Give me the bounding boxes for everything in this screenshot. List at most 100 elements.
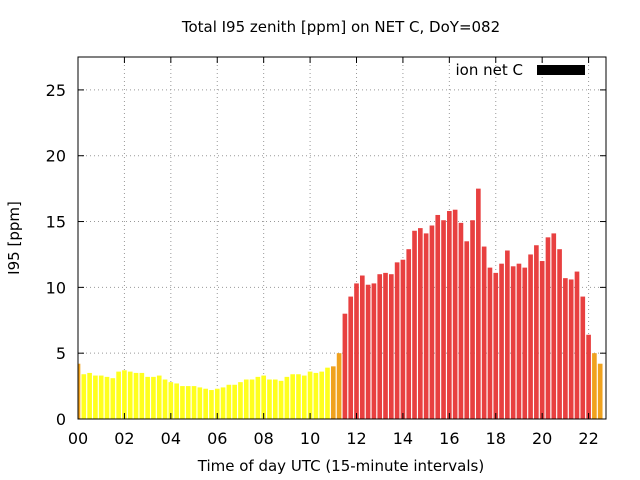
- bar: [168, 382, 174, 419]
- bar: [545, 237, 551, 419]
- bar: [319, 371, 325, 419]
- x-tick-label: 08: [253, 429, 273, 448]
- bar: [359, 275, 365, 419]
- bar: [209, 390, 214, 419]
- bar: [191, 386, 197, 419]
- bars: [78, 188, 603, 419]
- bar: [336, 353, 342, 419]
- bar: [238, 382, 243, 419]
- y-tick-label: 5: [56, 344, 66, 363]
- bar: [93, 375, 98, 419]
- x-axis: 00 02 04 06 08 10 12 14 16 18 20 22: [68, 57, 599, 448]
- bar: [580, 296, 586, 419]
- bar: [156, 375, 162, 419]
- bar: [348, 296, 354, 419]
- bar: [447, 211, 452, 419]
- bar: [394, 262, 400, 419]
- bar: [574, 271, 580, 419]
- bar: [151, 376, 156, 419]
- bar: [127, 371, 133, 419]
- bar: [255, 376, 261, 419]
- plot-frame: [77, 56, 607, 420]
- bar: [435, 214, 441, 419]
- bar: [232, 384, 237, 419]
- bar: [81, 374, 87, 419]
- bar: [290, 374, 296, 419]
- bar: [325, 367, 330, 419]
- bar: [226, 384, 232, 419]
- legend: ion net C: [456, 61, 585, 79]
- x-tick-label: 02: [114, 429, 134, 448]
- bar: [145, 376, 150, 419]
- x-tick-label: 06: [207, 429, 227, 448]
- bar: [586, 334, 591, 419]
- bar: [423, 233, 429, 419]
- bar: [522, 267, 528, 419]
- x-tick-label: 18: [486, 429, 506, 448]
- bar: [278, 380, 284, 419]
- bar: [516, 263, 522, 419]
- x-tick-label: 10: [300, 429, 320, 448]
- bar: [476, 188, 481, 419]
- x-axis-label: Time of day UTC (15-minute intervals): [197, 457, 484, 475]
- bar: [296, 374, 301, 419]
- bar: [267, 379, 272, 419]
- bar: [464, 241, 470, 419]
- bar: [78, 363, 81, 419]
- bar: [534, 245, 539, 419]
- bar: [592, 353, 597, 419]
- x-tick-label: 14: [393, 429, 413, 448]
- chart-title: Total I95 zenith [ppm] on NET C, DoY=082: [181, 18, 500, 36]
- y-tick-label: 20: [46, 147, 66, 166]
- bar: [214, 388, 220, 419]
- y-axis-label: I95 [ppm]: [5, 201, 23, 275]
- y-axis: 0 5 10 15 20 25: [46, 81, 606, 429]
- x-tick-label: 22: [578, 429, 598, 448]
- bar: [174, 383, 179, 419]
- bar: [98, 375, 104, 419]
- bar: [272, 379, 278, 419]
- y-tick-label: 25: [46, 81, 66, 100]
- bar: [122, 370, 127, 419]
- bar: [557, 249, 562, 419]
- bar: [493, 272, 499, 419]
- bar: [220, 387, 226, 419]
- bar: [563, 278, 568, 419]
- bar: [307, 371, 313, 419]
- bar: [510, 266, 516, 419]
- bar: [249, 379, 255, 419]
- bar: [104, 376, 110, 419]
- bar: [458, 222, 464, 419]
- bar: [470, 220, 475, 419]
- x-tick-label: 16: [439, 429, 459, 448]
- bar: [139, 372, 145, 419]
- bar: [342, 313, 348, 419]
- bar: [371, 283, 377, 419]
- bar: [162, 379, 168, 419]
- bar: [365, 284, 371, 419]
- bar: [203, 388, 208, 419]
- bar: [539, 261, 545, 419]
- bar: [180, 386, 185, 419]
- y-tick-label: 0: [56, 410, 66, 429]
- bar: [597, 363, 603, 419]
- x-tick-label: 00: [68, 429, 88, 448]
- bar: [412, 230, 417, 419]
- legend-label: ion net C: [456, 61, 523, 79]
- bar: [406, 249, 412, 419]
- bar: [487, 267, 493, 419]
- bar: [400, 259, 406, 419]
- bar: [551, 233, 557, 419]
- bar: [528, 254, 533, 419]
- bar: [388, 274, 394, 419]
- bar: [261, 375, 266, 419]
- bar: [441, 220, 446, 419]
- bar: [110, 378, 116, 419]
- x-tick-label: 04: [161, 429, 181, 448]
- bar: [481, 246, 487, 419]
- bar: [87, 372, 92, 419]
- bar: [429, 225, 435, 419]
- y-tick-label: 15: [46, 213, 66, 232]
- bar: [243, 379, 249, 419]
